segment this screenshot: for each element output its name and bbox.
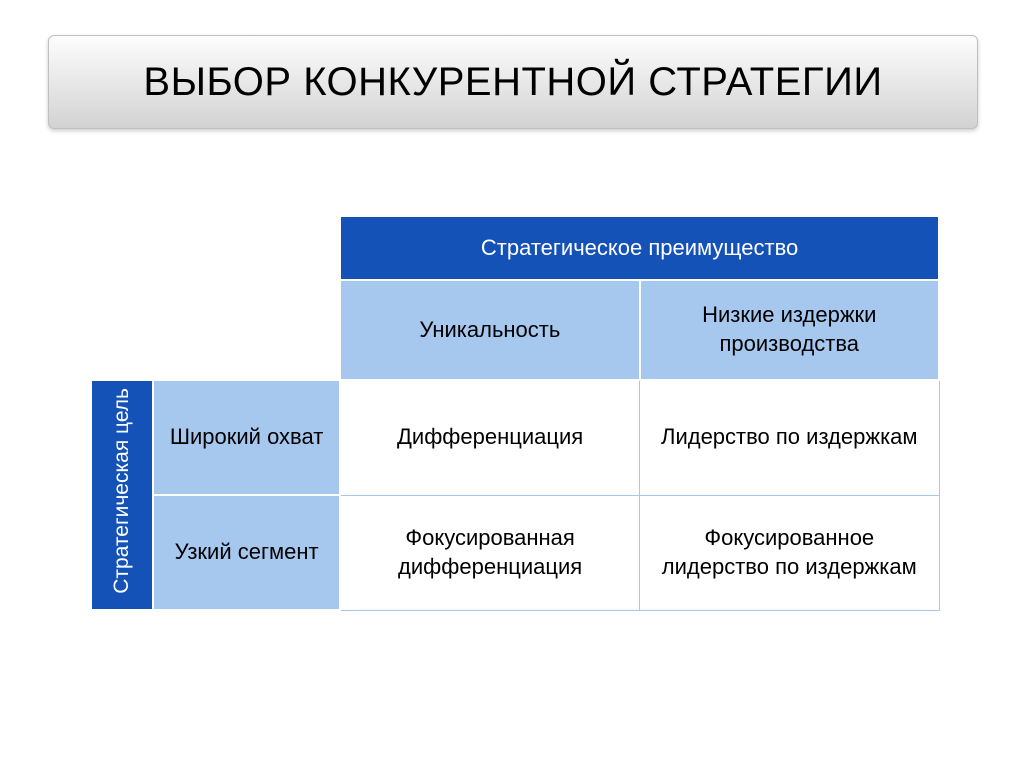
strategy-matrix: Стратегическое преимущество Уникальность… (90, 215, 940, 611)
cell-1-0: Фокусированная дифференциация (340, 495, 639, 610)
col-header-top: Стратегическое преимущество (340, 216, 939, 280)
row-header-1: Узкий сегмент (153, 495, 340, 610)
title-box: ВЫБОР КОНКУРЕНТНОЙ СТРАТЕГИИ (48, 35, 978, 129)
page-title: ВЫБОР КОНКУРЕНТНОЙ СТРАТЕГИИ (143, 60, 882, 105)
cell-1-1: Фокусированное лидерство по издержкам (640, 495, 939, 610)
col-header-0: Уникальность (340, 280, 639, 380)
row-header-0: Широкий охват (153, 380, 340, 495)
col-header-1: Низкие издержки производства (640, 280, 939, 380)
row-header-side: Стратегическая цель (91, 380, 153, 610)
cell-0-0: Дифференциация (340, 380, 639, 495)
row-header-side-text: Стратегическая цель (108, 388, 135, 594)
empty-cell (153, 280, 340, 380)
empty-cell (91, 280, 153, 380)
slide: ВЫБОР КОНКУРЕНТНОЙ СТРАТЕГИИ Стратегичес… (0, 0, 1024, 767)
empty-cell (153, 216, 340, 280)
empty-cell (91, 216, 153, 280)
cell-0-1: Лидерство по издержкам (640, 380, 939, 495)
